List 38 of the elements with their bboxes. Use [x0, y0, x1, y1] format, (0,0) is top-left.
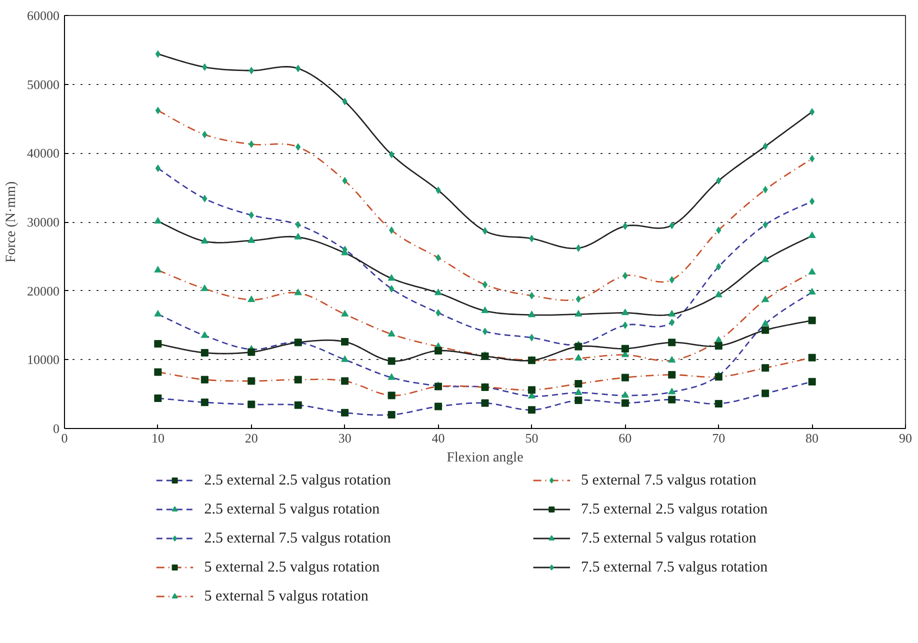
legend-label: 7.5 external 5 valgus rotation: [581, 530, 757, 546]
y-tick-label: 50000: [27, 76, 60, 92]
x-tick-label: 10: [151, 430, 164, 446]
x-tick-label: 90: [899, 430, 912, 446]
x-tick-label: 60: [618, 430, 632, 446]
point: [808, 316, 816, 324]
point: [714, 342, 722, 350]
y-tick-label: 20000: [27, 283, 60, 298]
y-tick-label: 30000: [27, 214, 60, 230]
point: [154, 340, 162, 348]
x-tick-label: 70: [712, 430, 726, 446]
point: [668, 338, 676, 346]
y-tick-label: 60000: [27, 8, 60, 23]
point: [248, 348, 256, 356]
legend-label: 2.5 external 2.5 valgus rotation: [204, 472, 392, 488]
legend-label: 7.5 external 7.5 valgus rotation: [581, 560, 768, 576]
legend-label: 7.5 external 2.5 valgus rotation: [581, 502, 768, 518]
point: [200, 349, 208, 357]
legend-label: 2.5 external 7.5 valgus rotation: [204, 530, 392, 546]
y-axis-title: Force (N·mm): [4, 181, 19, 263]
x-tick-label: 30: [338, 430, 352, 446]
y-tick-label: 10000: [27, 352, 60, 368]
legend-label: 5 external 2.5 valgus rotation: [204, 560, 380, 576]
x-tick-label: 50: [525, 430, 538, 446]
point: [621, 344, 629, 352]
point: [762, 326, 770, 334]
y-tick-label: 0: [53, 421, 60, 436]
x-tick-label: 40: [432, 430, 445, 446]
legend-label: 5 external 5 valgus rotation: [204, 588, 369, 604]
x-tick-label: 80: [806, 430, 819, 446]
legend-label: 2.5 external 5 valgus rotation: [204, 502, 380, 518]
legend-label: 5 external 7.5 valgus rotation: [581, 472, 757, 488]
point: [341, 338, 349, 346]
y-tick-label: 40000: [27, 146, 60, 161]
point: [434, 346, 442, 354]
x-tick-label: 20: [244, 430, 258, 446]
x-axis-title: Flexion angle: [446, 450, 524, 466]
point: [388, 357, 396, 365]
